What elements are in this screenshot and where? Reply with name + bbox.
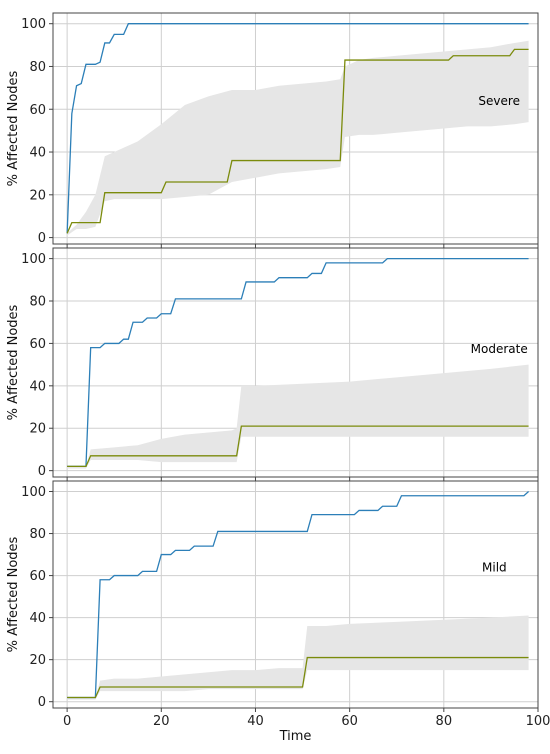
series-line-olive: [66, 48, 529, 234]
series-line-blue: [66, 23, 529, 234]
severity-annotation: Severe: [478, 94, 520, 108]
y-tick-label: 20: [29, 653, 46, 668]
x-axis-label: Time: [279, 729, 312, 744]
y-tick-label: 60: [29, 569, 46, 584]
x-tick-label: 20: [153, 714, 170, 729]
severity-annotation: Mild: [482, 560, 507, 574]
y-tick-label: 80: [29, 60, 46, 75]
x-tick-label: 80: [436, 714, 453, 729]
x-tick-label: 0: [63, 714, 71, 729]
panel-2: 0 20 40 60 80 100 % Affected Nodes Moderate: [6, 247, 539, 481]
y-tick-label: 100: [21, 17, 46, 32]
y-axis-label: % Affected Nodes: [6, 70, 21, 186]
y-tick-label: 100: [21, 485, 46, 500]
uncertainty-band: [67, 364, 529, 469]
uncertainty-band: [67, 40, 529, 236]
y-tick-label: 0: [38, 231, 46, 246]
y-tick-label: 0: [38, 464, 46, 479]
y-tick-label: 100: [21, 252, 46, 267]
series-line-blue: [67, 491, 530, 699]
panels: 0 20 40 60 80 100 % Affected Nodes Severe 0 20 40 6…: [6, 12, 550, 744]
y-tick-label: 60: [29, 337, 46, 352]
y-tick-label: 40: [29, 146, 46, 161]
y-tick-label: 80: [29, 295, 46, 310]
axes-frame: [52, 247, 539, 478]
y-tick-label: 80: [29, 527, 46, 542]
series-line-olive: [67, 656, 529, 699]
x-tick-label: 60: [341, 714, 358, 729]
series-line-blue: [67, 257, 529, 468]
axes-frame: [52, 480, 539, 709]
y-tick-label: 0: [38, 695, 46, 710]
y-axis-label: % Affected Nodes: [6, 304, 21, 420]
series-line-olive: [67, 425, 529, 468]
y-tick-label: 40: [29, 379, 46, 394]
y-tick-label: 60: [29, 103, 46, 118]
uncertainty-band: [67, 615, 529, 700]
x-tick-label: 100: [526, 714, 550, 729]
y-axis-label: % Affected Nodes: [6, 536, 21, 652]
y-tick-label: 20: [29, 188, 46, 203]
severity-annotation: Moderate: [471, 342, 528, 356]
y-tick-label: 40: [29, 611, 46, 626]
axes-frame: [52, 12, 539, 245]
x-tick-label: 40: [247, 714, 264, 729]
panel-3: 0 20 40 60 80 100 0 20 40 60 80 100 % Affected Nodes…: [6, 480, 550, 744]
panel-1: 0 20 40 60 80 100 % Affected Nodes Severe: [6, 12, 539, 248]
y-tick-label: 20: [29, 422, 46, 437]
